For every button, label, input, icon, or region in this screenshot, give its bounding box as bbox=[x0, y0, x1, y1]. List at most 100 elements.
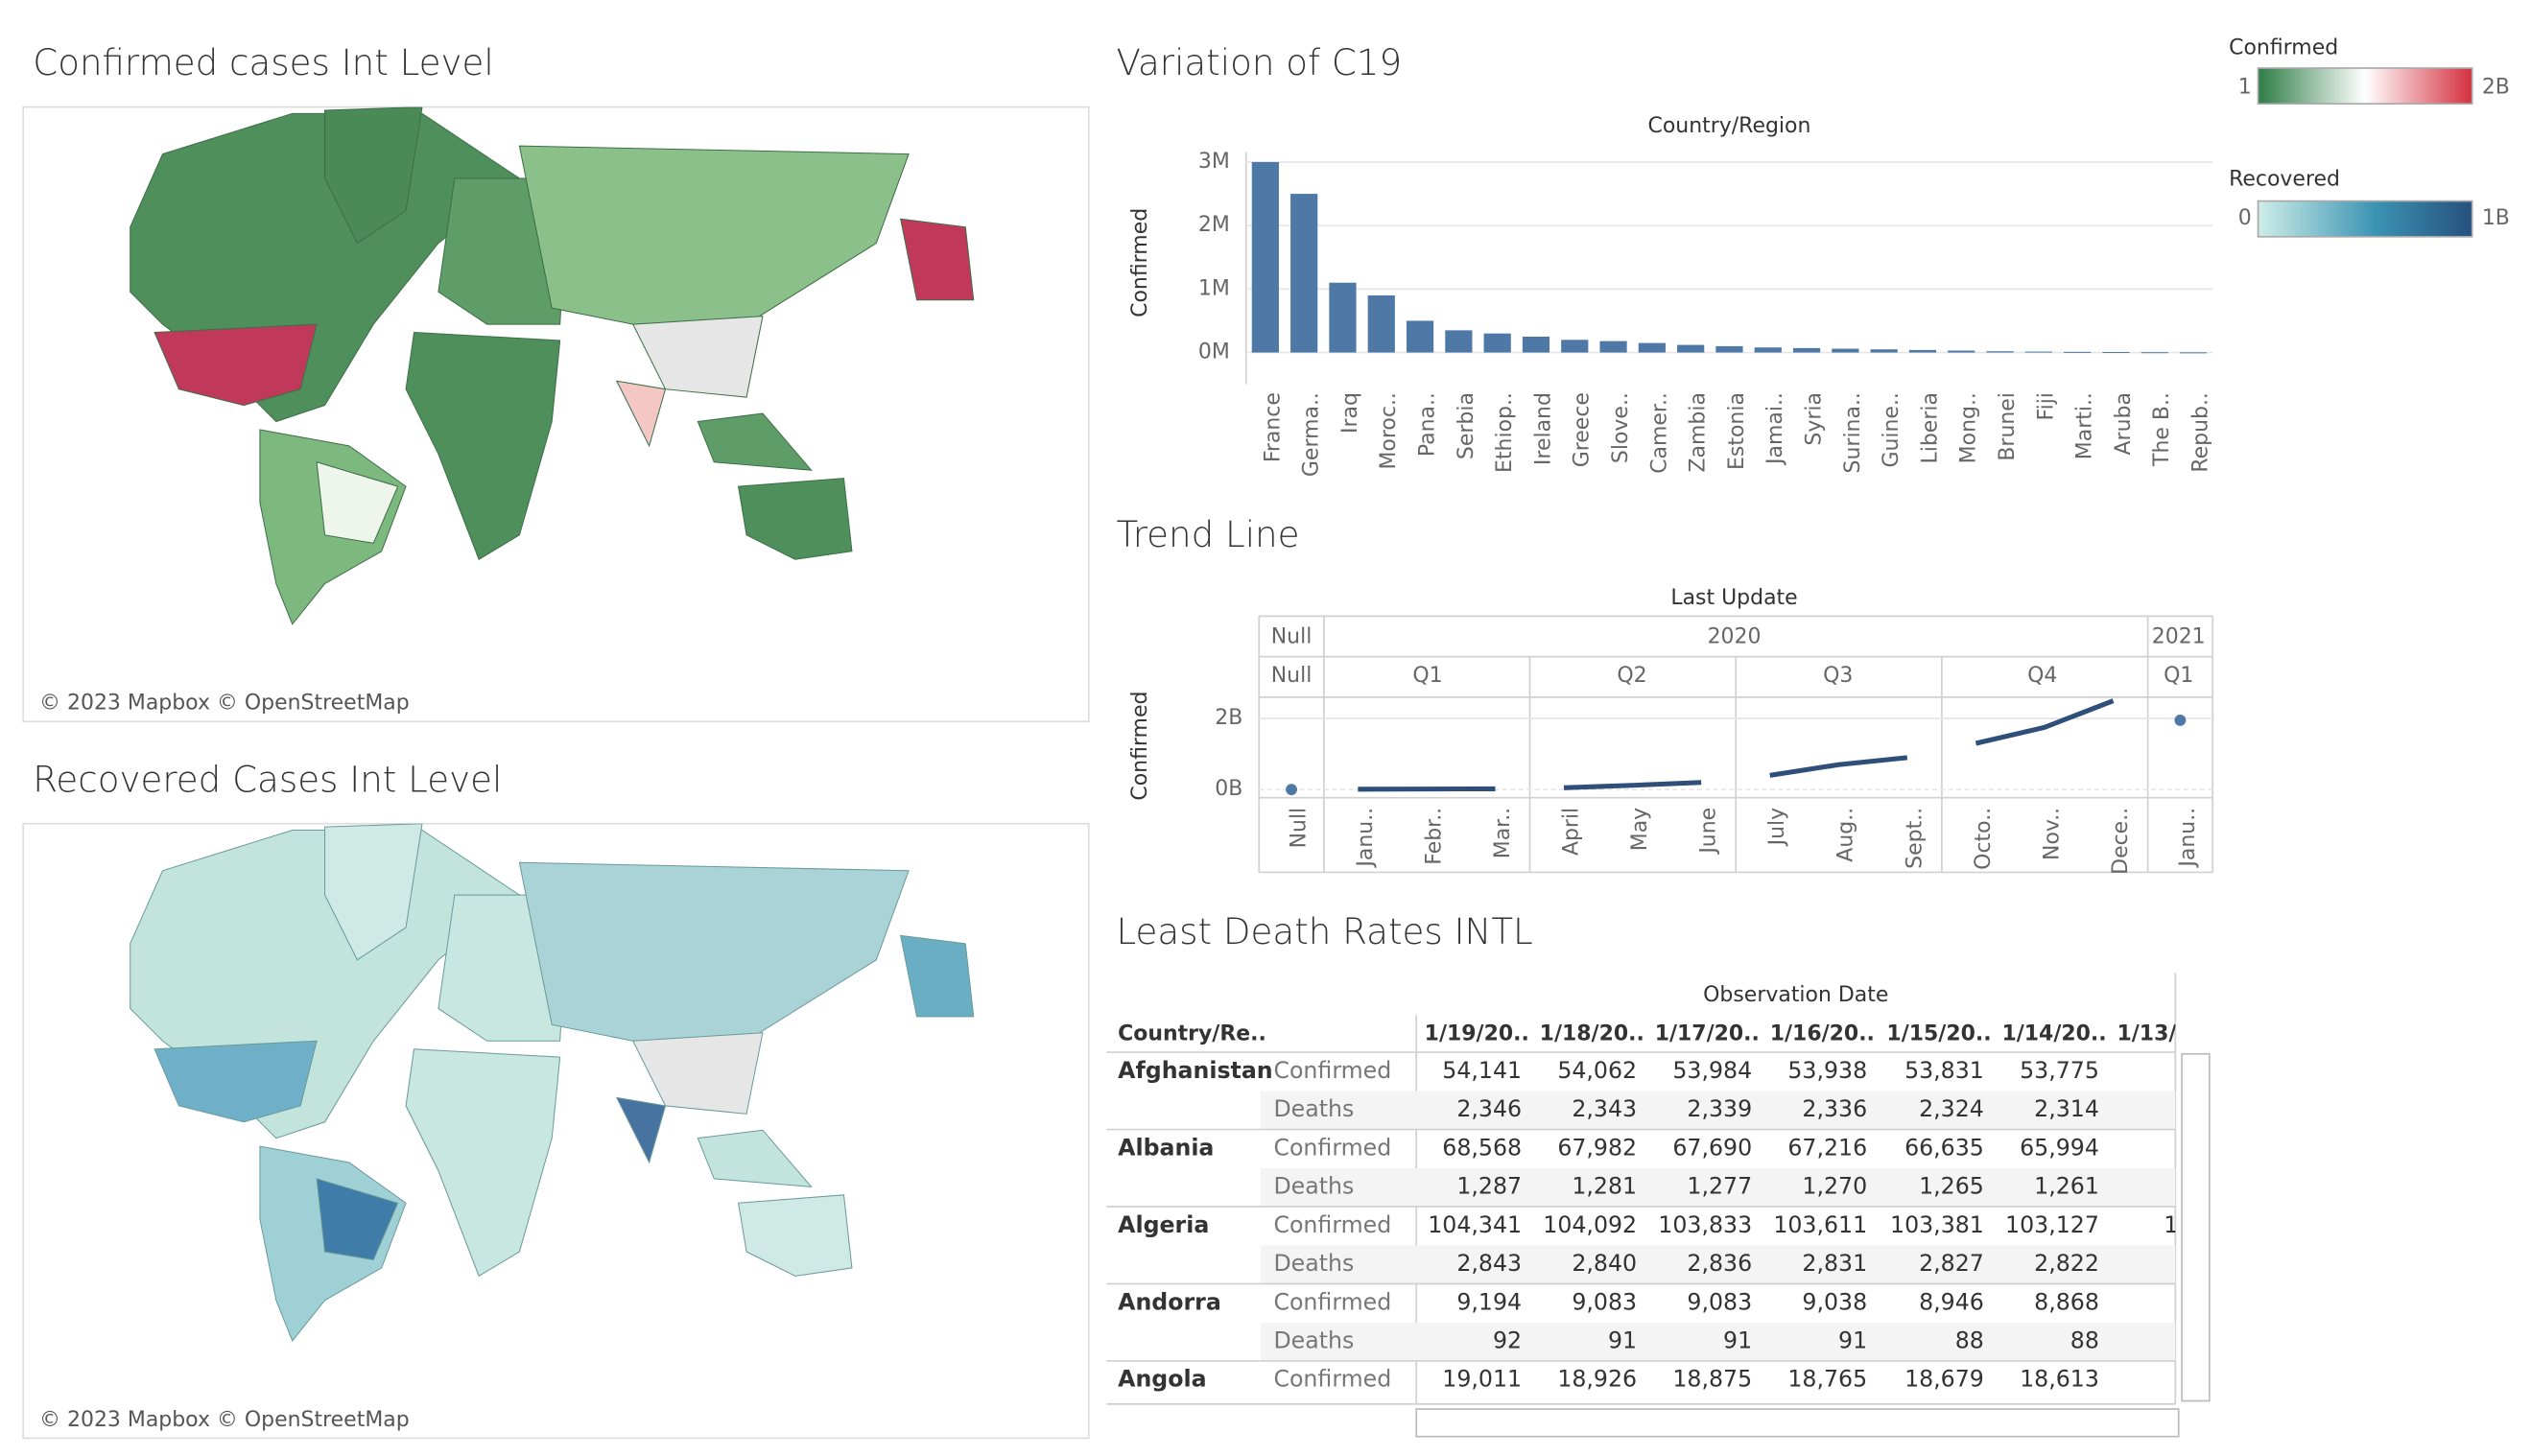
x-tick-label: Fiji bbox=[2034, 392, 2058, 420]
column-header: 1/17/20.. bbox=[1655, 1022, 1760, 1045]
x-tick-label: Dece.. bbox=[2109, 808, 2133, 875]
measure: Confirmed bbox=[1273, 1134, 1391, 1161]
x-header: Last Update bbox=[1670, 586, 1797, 610]
bar bbox=[1908, 349, 1937, 353]
region bbox=[738, 478, 853, 560]
bar bbox=[1522, 336, 1550, 353]
country: Angola bbox=[1118, 1366, 1206, 1393]
cell: 53,938 bbox=[1787, 1057, 1867, 1084]
cell: 66,635 bbox=[1904, 1134, 1984, 1161]
cell: 1,261 bbox=[2034, 1173, 2099, 1200]
cell: 2,831 bbox=[1802, 1250, 1867, 1277]
bar bbox=[1251, 161, 1279, 353]
bar bbox=[1367, 294, 1395, 353]
row-band bbox=[1260, 1091, 2176, 1130]
measure: Deaths bbox=[1273, 1250, 1354, 1277]
x-tick-label: June bbox=[1697, 808, 1721, 856]
region bbox=[154, 1040, 318, 1123]
region bbox=[697, 412, 813, 471]
bar bbox=[1677, 344, 1705, 353]
bar-chart: 0M 1M 2M 3M France Germa.. Iraq Moroc.. Pana.. Se… bbox=[1198, 150, 2213, 477]
column-header: 1/15/20.. bbox=[1886, 1022, 1991, 1045]
map-attribution: © 2023 Mapbox © OpenStreetMap bbox=[39, 692, 410, 716]
row-header: Country/Re.. bbox=[1118, 1022, 1266, 1045]
region bbox=[631, 316, 764, 398]
x-tick-label: Nov.. bbox=[2040, 808, 2064, 860]
y-axis-title: Confirmed bbox=[1128, 692, 1152, 801]
x-tick-label: Jamai.. bbox=[1763, 392, 1787, 466]
column-header: 1/19/20.. bbox=[1425, 1022, 1529, 1045]
column-header: 1/14/20.. bbox=[2001, 1022, 2106, 1045]
x-tick-label: Germa.. bbox=[1300, 392, 1324, 477]
cell: 2,314 bbox=[2034, 1095, 2099, 1122]
x-tick-label: Iraq bbox=[1338, 392, 1362, 434]
year-label: Null bbox=[1271, 624, 1313, 648]
y-tick-label: 2M bbox=[1198, 213, 1230, 237]
cell: 65,994 bbox=[2020, 1134, 2099, 1161]
row-band bbox=[1260, 1245, 2176, 1284]
cell: 103,611 bbox=[1773, 1211, 1867, 1238]
country: Afghanistan bbox=[1118, 1057, 1272, 1084]
year-label: 2020 bbox=[1708, 624, 1762, 648]
cell: 91 bbox=[1723, 1327, 1752, 1353]
bar bbox=[1754, 347, 1782, 353]
cell: 53,775 bbox=[2020, 1057, 2099, 1084]
legend-ramp bbox=[2257, 200, 2473, 238]
x-tick-label: Ireland bbox=[1531, 392, 1555, 465]
row-band bbox=[1260, 1322, 2176, 1362]
column-group-header: Observation Date bbox=[1703, 983, 1888, 1007]
x-tick-label: Slove.. bbox=[1609, 392, 1633, 463]
x-tick-label: Octo.. bbox=[1972, 808, 1996, 870]
year-label: 2021 bbox=[2152, 624, 2206, 648]
x-tick-label: Serbia bbox=[1455, 392, 1478, 459]
quarter-label: Q1 bbox=[1412, 664, 1442, 688]
x-tick-label: Greece bbox=[1571, 392, 1595, 467]
scrollbar-vertical[interactable] bbox=[2181, 1052, 2211, 1402]
y-tick-label: 3M bbox=[1198, 150, 1230, 174]
x-tick-label: Marti.. bbox=[2073, 392, 2097, 459]
y-tick-label: 1M bbox=[1198, 276, 1230, 300]
cell: 2,836 bbox=[1687, 1250, 1752, 1277]
row-band bbox=[1260, 1167, 2176, 1208]
region bbox=[631, 1032, 764, 1115]
x-tick-label: Pana.. bbox=[1416, 392, 1440, 457]
map-attribution: © 2023 Mapbox © OpenStreetMap bbox=[39, 1408, 410, 1432]
region bbox=[900, 934, 975, 1018]
x-tick-label: April bbox=[1559, 808, 1583, 856]
bar bbox=[2024, 351, 2052, 353]
x-header: Country/Region bbox=[1648, 114, 1811, 138]
scrollbar-horizontal[interactable] bbox=[1415, 1408, 2180, 1438]
map-title: Recovered Cases Int Level bbox=[33, 758, 502, 800]
cell: 18,875 bbox=[1672, 1366, 1752, 1393]
country: Albania bbox=[1118, 1134, 1214, 1161]
quarter-label: Q2 bbox=[1617, 664, 1646, 688]
x-tick-label: Moroc.. bbox=[1377, 392, 1401, 469]
column-header: 1/16/20.. bbox=[1770, 1022, 1875, 1045]
region bbox=[615, 380, 667, 448]
cell: 1,277 bbox=[1687, 1173, 1752, 1200]
cell: 2,336 bbox=[1802, 1095, 1867, 1122]
y-axis-title: Confirmed bbox=[1128, 208, 1152, 317]
line-chart: Null 2020 2021 Null Q1 Q2 Q3 Q4 Q1 0B 2B Null Janu..… bbox=[1215, 615, 2214, 875]
measure: Confirmed bbox=[1273, 1366, 1391, 1393]
cell: 67,690 bbox=[1672, 1134, 1752, 1161]
cell: 1,265 bbox=[1919, 1173, 1984, 1200]
legend-min: 1 bbox=[2238, 75, 2252, 99]
cell: 54,141 bbox=[1442, 1057, 1522, 1084]
cell: 8,946 bbox=[1919, 1288, 1984, 1315]
cell: 68,568 bbox=[1442, 1134, 1522, 1161]
cell: 67,982 bbox=[1557, 1134, 1637, 1161]
map-confirmed bbox=[130, 106, 975, 625]
region bbox=[405, 332, 561, 560]
cell: 18,765 bbox=[1787, 1366, 1867, 1393]
cell: 2,827 bbox=[1919, 1250, 1984, 1277]
legend-title: Recovered bbox=[2229, 168, 2340, 192]
x-tick-label: Febr.. bbox=[1422, 808, 1446, 865]
x-tick-label: The B.. bbox=[2150, 392, 2174, 467]
cell: 91 bbox=[1838, 1327, 1867, 1353]
quarter-label: Null bbox=[1271, 664, 1313, 688]
legend-max: 1B bbox=[2482, 206, 2510, 230]
bar bbox=[1290, 194, 1318, 353]
x-tick-label: Zambia bbox=[1687, 392, 1711, 472]
cell: 18,926 bbox=[1557, 1366, 1637, 1393]
